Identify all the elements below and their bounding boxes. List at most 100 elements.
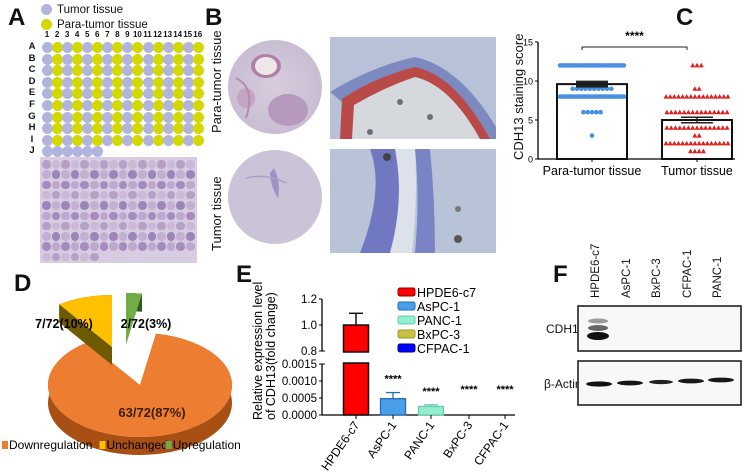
tumor-sample-dot (122, 53, 134, 65)
tma-core (90, 201, 99, 210)
para-tumor-sample-dot (192, 76, 204, 88)
svg-text:2/72(3%): 2/72(3%) (121, 317, 172, 331)
para-tumor-sample-dot (192, 42, 204, 53)
regulation-pie-chart: 63/72(87%) 7/72(10%) 2/72(3%) Downregulatio… (2, 293, 240, 455)
para-tumor-sample-dot (192, 100, 204, 111)
para-tumor-sample-dot (172, 53, 184, 65)
para-tumor-sample-dot (192, 111, 204, 123)
tma-core (80, 252, 89, 262)
tumor-sample-dot (42, 146, 53, 158)
para-tumor-sample-dot (92, 76, 104, 88)
grid-col-number: 16 (193, 30, 203, 39)
tma-core (157, 190, 166, 200)
tumor-sample-dot (102, 100, 114, 111)
tumor-sample-dot (102, 123, 114, 135)
tumor-sample-dot (62, 100, 74, 111)
tumor-sample-dot (102, 134, 114, 146)
tma-core (166, 232, 176, 241)
tma-core (70, 252, 80, 262)
svg-text:of CDH13(fold change): of CDH13(fold change) (264, 292, 278, 420)
para-tumor-sample-dot (132, 134, 144, 146)
grid-row-label: I (30, 133, 34, 145)
tma-core (80, 242, 89, 251)
para-tumor-sample-dot (192, 123, 204, 135)
tma-core (61, 211, 70, 220)
tumor-sample-dot (142, 111, 154, 123)
tma-core (80, 160, 89, 169)
tma-core (166, 180, 176, 190)
tma-slide-image (40, 157, 197, 263)
para-tumor-sample-dot (52, 100, 64, 111)
tma-core (61, 252, 70, 262)
svg-text:5: 5 (528, 116, 533, 126)
grid-col-number: 13 (163, 30, 173, 39)
para-tumor-sample-dot (132, 100, 144, 111)
tma-core (42, 221, 51, 231)
svg-text:10: 10 (523, 77, 533, 87)
tma-core (186, 180, 195, 190)
tma-core (42, 201, 51, 210)
legend-tumor-label: Tumor tissue (57, 3, 124, 16)
tma-core (90, 221, 99, 231)
para-tumor-sample-dot (152, 76, 164, 88)
tma-core (176, 242, 185, 251)
tma-core (51, 190, 61, 200)
lane-label: PANC-1 (712, 256, 724, 298)
tma-core (61, 190, 70, 200)
tma-core (51, 232, 61, 241)
tma-core (70, 190, 80, 200)
ihc-para-tumor-overview (228, 40, 322, 134)
tumor-sample-dot (102, 42, 114, 53)
para-tumor-sample-dot (52, 53, 64, 65)
svg-text:Relative expression level: Relative expression level (251, 282, 265, 420)
tma-core (138, 242, 147, 251)
para-tumor-sample-dot (52, 134, 64, 146)
tumor-sample-dot (62, 76, 74, 88)
tma-core (166, 170, 176, 179)
tma-core (147, 232, 157, 241)
grid-col-number: 8 (115, 30, 120, 39)
tumor-sample-dot (72, 146, 84, 158)
tma-core (42, 211, 51, 220)
staining-score-chart: 0 5 10 15 Para-tumor tissue Tumor tissue **** (523, 29, 735, 178)
tma-core (157, 232, 166, 241)
tma-core (99, 190, 109, 200)
tma-core (128, 211, 137, 220)
tumor-sample-dot (182, 123, 194, 135)
svg-text:1.0: 1.0 (301, 320, 317, 332)
grid-col-number: 2 (54, 30, 60, 39)
lane-label: BxPC-3 (651, 258, 663, 298)
tumor-sample-dot (52, 146, 64, 158)
pie-slice-unchanged (59, 295, 112, 347)
lane-label: HPDE6-c7 (590, 243, 602, 298)
tumor-sample-dot (182, 100, 194, 111)
tumor-sample-dot (42, 42, 53, 53)
tma-core (90, 211, 99, 220)
tumor-sample-dot (162, 123, 174, 135)
grid-row-label: B (28, 52, 36, 64)
para-tumor-sample-dot (112, 134, 124, 146)
tma-core (99, 160, 109, 169)
tma-core (70, 170, 80, 179)
grid-row-label: F (29, 99, 35, 110)
band-label-cdh13: CDH13 (546, 322, 586, 336)
svg-text:Upregulation: Upregulation (173, 438, 240, 452)
grid-row-label: E (28, 87, 36, 99)
para-tumor-sample-dot (52, 88, 64, 100)
tma-core (157, 211, 166, 220)
panel-letter-d: D (14, 270, 32, 297)
legend-tumor: Tumor tissue (41, 1, 123, 19)
tumor-sample-dot (162, 76, 174, 88)
tma-core (186, 232, 195, 241)
tma-core (128, 232, 137, 241)
tma-core (42, 170, 51, 179)
para-tumor-sample-dot (132, 123, 144, 135)
tma-core (109, 221, 118, 231)
tma-core (147, 190, 157, 200)
para-tumor-sample-dot (72, 53, 84, 65)
svg-text:PANC-1: PANC-1 (401, 418, 437, 462)
tma-core (176, 170, 185, 179)
para-tumor-sample-dot (192, 53, 204, 65)
para-tumor-sample-dot (172, 42, 184, 53)
tumor-sample-dot (162, 65, 174, 77)
